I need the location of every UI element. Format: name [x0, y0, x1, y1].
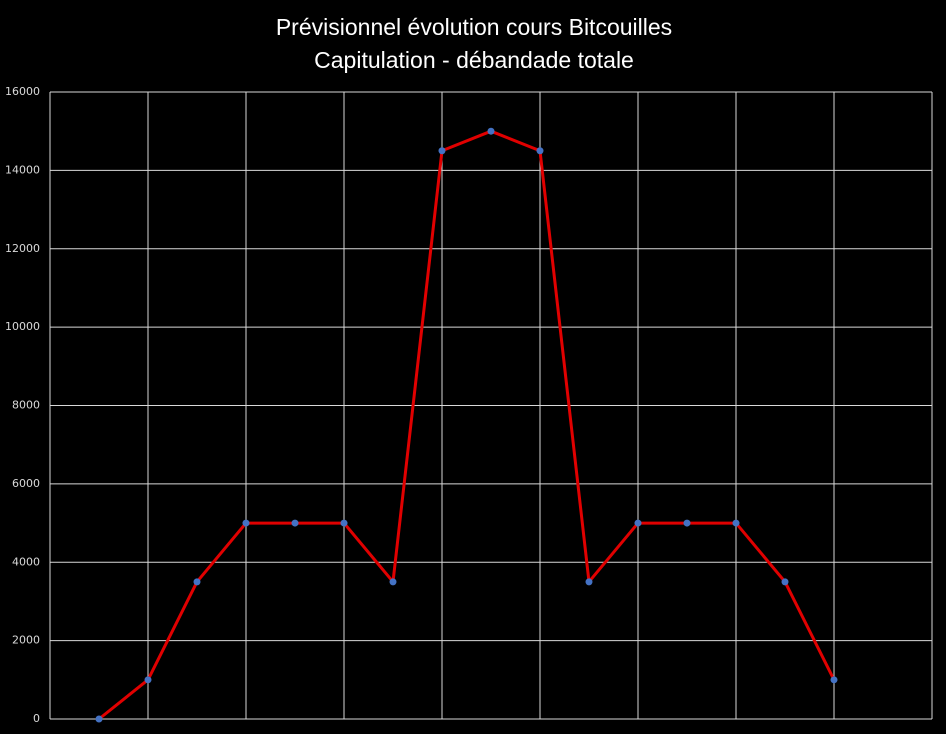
y-tick-label: 4000 [12, 555, 40, 568]
data-point [830, 676, 838, 684]
chart-title: Prévisionnel évolution cours Bitcouilles [276, 14, 672, 40]
y-tick-label: 10000 [5, 320, 40, 333]
y-tick-label: 0 [33, 712, 40, 725]
data-line [98, 129, 836, 721]
data-point [242, 519, 250, 527]
data-point [291, 519, 299, 527]
data-point [732, 519, 740, 527]
data-point [634, 519, 642, 527]
data-point [389, 578, 397, 586]
y-tick-label: 16000 [5, 85, 40, 98]
data-point [781, 578, 789, 586]
data-point [340, 519, 348, 527]
data-point [193, 578, 201, 586]
data-point [438, 147, 446, 155]
data-point [95, 715, 103, 723]
data-point [683, 519, 691, 527]
data-point [585, 578, 593, 586]
y-tick-label: 2000 [12, 634, 40, 647]
data-point [144, 676, 152, 684]
y-tick-label: 14000 [5, 163, 40, 176]
y-tick-label: 8000 [12, 399, 40, 412]
data-point [487, 127, 495, 135]
chart-subtitle: Capitulation - débandade totale [314, 47, 634, 73]
y-tick-label: 12000 [5, 242, 40, 255]
y-tick-label: 6000 [12, 477, 40, 490]
data-point [536, 147, 544, 155]
